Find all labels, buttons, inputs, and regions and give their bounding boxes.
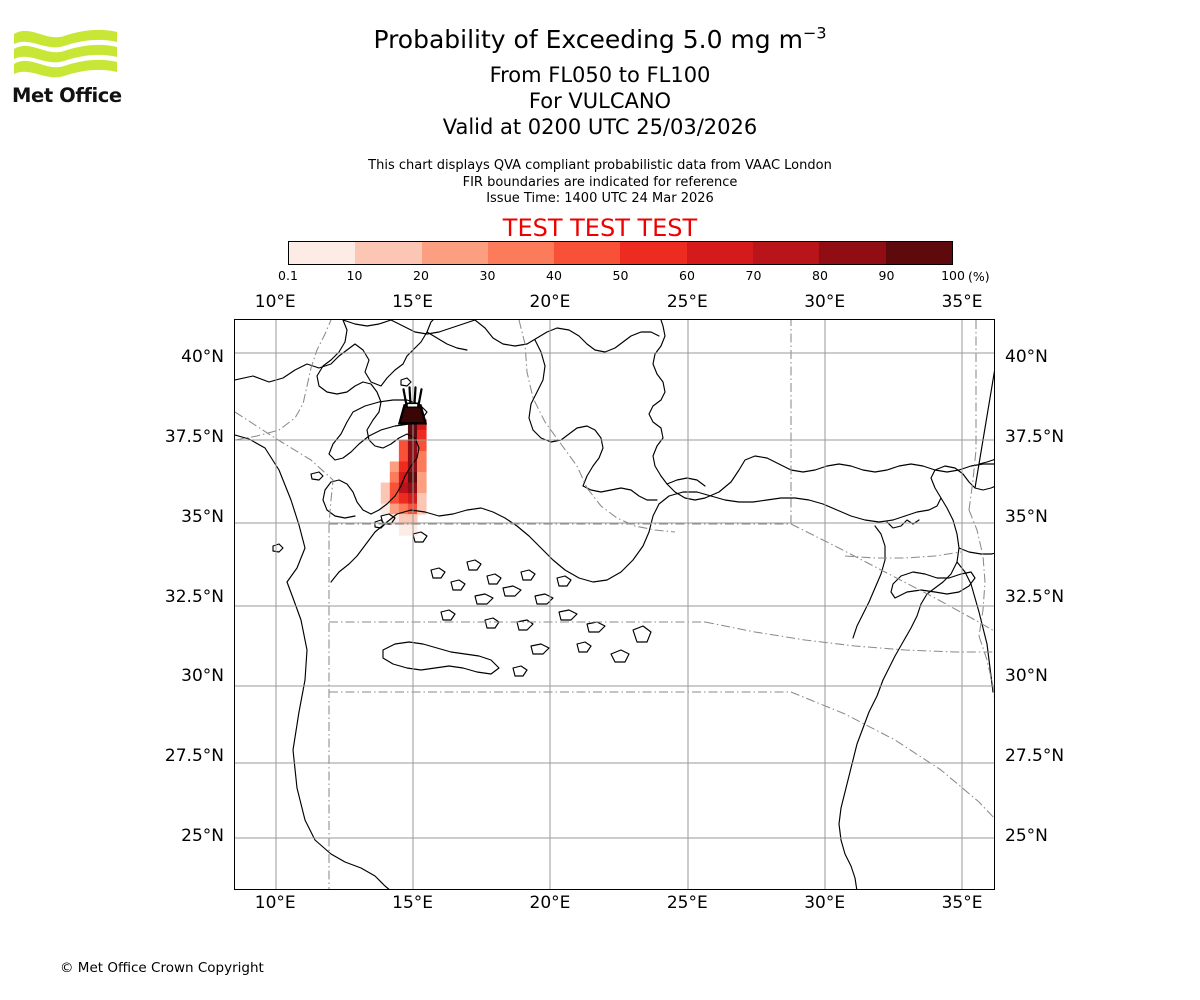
ash-cell xyxy=(417,461,427,473)
disclaimer-line-1: This chart displays QVA compliant probab… xyxy=(368,158,832,173)
page-title: Probability of Exceeding 5.0 mg m−3 xyxy=(0,25,1200,55)
ash-cell xyxy=(398,503,409,515)
ash-cell xyxy=(417,482,427,494)
colorbar-tick-60: 60 xyxy=(679,268,695,283)
ash-cell xyxy=(380,503,391,515)
ash-cell xyxy=(398,440,409,452)
volcano-icon xyxy=(397,386,428,425)
lat-label-left-32.5: 32.5°N xyxy=(164,586,224,607)
ash-probability-cells xyxy=(380,408,427,536)
colorbar-units-label: (%) xyxy=(968,269,990,284)
issue-time-line: Issue Time: 1400 UTC 24 Mar 2026 xyxy=(486,191,714,206)
colorbar-tick-30: 30 xyxy=(479,268,496,283)
lat-label-right-25: 25°N xyxy=(1005,825,1048,846)
colorbar-tick-20: 20 xyxy=(413,268,429,283)
copyright-text: © Met Office Crown Copyright xyxy=(60,960,264,976)
ash-cell xyxy=(389,461,400,473)
colorbar-segment-4 xyxy=(554,242,621,264)
met-office-logo: Met Office xyxy=(12,22,122,114)
ash-cell xyxy=(398,461,409,473)
ash-cell xyxy=(417,429,427,441)
lon-label-top-35: 35°E xyxy=(941,292,983,312)
ash-cell xyxy=(398,524,409,536)
lon-label-bottom-25: 25°E xyxy=(666,893,708,913)
colorbar-tick-70: 70 xyxy=(745,268,762,283)
colorbar-tick-10: 10 xyxy=(346,268,363,283)
colorbar-tick-0.1: 0.1 xyxy=(278,268,298,283)
ash-cell xyxy=(380,493,391,505)
fir-boundaries xyxy=(235,320,994,889)
disclaimer-line-2: FIR boundaries are indicated for referen… xyxy=(462,174,738,190)
ash-cell xyxy=(398,514,409,526)
lat-label-right-37.5: 37.5°N xyxy=(1005,427,1065,448)
probability-colorbar xyxy=(288,241,953,265)
map-canvas xyxy=(235,320,994,889)
flight-level-range: From FL050 to FL100 xyxy=(489,63,711,87)
lat-label-left-25: 25°N xyxy=(181,825,224,846)
ash-cell xyxy=(398,493,409,505)
colorbar-tick-50: 50 xyxy=(612,268,629,283)
lon-label-bottom-30: 30°E xyxy=(804,893,846,913)
lon-label-top-30: 30°E xyxy=(804,292,846,312)
lat-label-right-32.5: 32.5°N xyxy=(1005,586,1065,607)
ash-cell xyxy=(389,503,400,515)
map-gridlines xyxy=(235,320,994,889)
lat-label-left-37.5: 37.5°N xyxy=(164,427,224,448)
ash-cell xyxy=(417,493,427,505)
ash-cell xyxy=(417,419,427,431)
ash-cell xyxy=(398,472,409,484)
lat-label-left-40: 40°N xyxy=(181,347,224,368)
ash-cell xyxy=(417,440,427,452)
lat-label-right-27.5: 27.5°N xyxy=(1005,746,1065,767)
colorbar-segment-2 xyxy=(421,242,488,264)
lon-label-top-20: 20°E xyxy=(529,292,571,312)
colorbar-segment-1 xyxy=(355,242,422,264)
lon-label-top-25: 25°E xyxy=(666,292,708,312)
volcano-name-line: For VULCANO xyxy=(528,89,672,113)
lon-label-bottom-10: 10°E xyxy=(254,893,296,913)
valid-time-line: Valid at 0200 UTC 25/03/2026 xyxy=(442,115,758,139)
lon-label-bottom-20: 20°E xyxy=(529,893,571,913)
colorbar-segment-6 xyxy=(686,242,754,264)
met-office-wordmark: Met Office xyxy=(12,84,122,107)
coastlines xyxy=(235,320,994,889)
colorbar-segment-5 xyxy=(620,242,687,264)
ash-cell xyxy=(380,482,391,494)
test-banner: TEST TEST TEST xyxy=(502,214,698,242)
colorbar-tick-100: 100 xyxy=(941,268,965,283)
colorbar-segment-9 xyxy=(885,242,952,264)
lat-label-right-35: 35°N xyxy=(1005,506,1048,527)
page-title-exponent: −3 xyxy=(802,23,827,43)
lon-label-bottom-35: 35°E xyxy=(941,893,983,913)
colorbar-segment-8 xyxy=(819,242,886,264)
lat-label-right-40: 40°N xyxy=(1005,347,1048,368)
colorbar-segment-3 xyxy=(487,242,555,264)
lat-label-left-35: 35°N xyxy=(181,506,224,527)
page-title-text: Probability of Exceeding 5.0 mg m xyxy=(373,25,803,54)
chart-disclaimer: This chart displays QVA compliant probab… xyxy=(0,158,1200,208)
ash-cell xyxy=(389,493,400,505)
ash-cell xyxy=(389,472,400,484)
colorbar-tick-80: 80 xyxy=(812,268,828,283)
lon-label-bottom-15: 15°E xyxy=(392,893,433,913)
ash-cell xyxy=(398,482,409,494)
lat-label-left-27.5: 27.5°N xyxy=(164,746,224,767)
colorbar-tick-40: 40 xyxy=(546,268,562,283)
ash-cell xyxy=(389,482,400,494)
met-office-wave-mark xyxy=(14,29,117,78)
colorbar-tick-90: 90 xyxy=(878,268,895,283)
lon-label-top-15: 15°E xyxy=(392,292,433,312)
ash-cell xyxy=(417,450,427,462)
ash-cell xyxy=(417,472,427,484)
ash-cell xyxy=(417,503,427,515)
ash-cell xyxy=(398,450,409,462)
lat-label-right-30: 30°N xyxy=(1005,666,1048,687)
ash-probability-map[interactable] xyxy=(234,319,995,890)
lat-label-left-30: 30°N xyxy=(181,666,224,687)
colorbar-segment-0 xyxy=(289,242,356,264)
lon-label-top-10: 10°E xyxy=(254,292,296,312)
colorbar-segment-7 xyxy=(753,242,820,264)
